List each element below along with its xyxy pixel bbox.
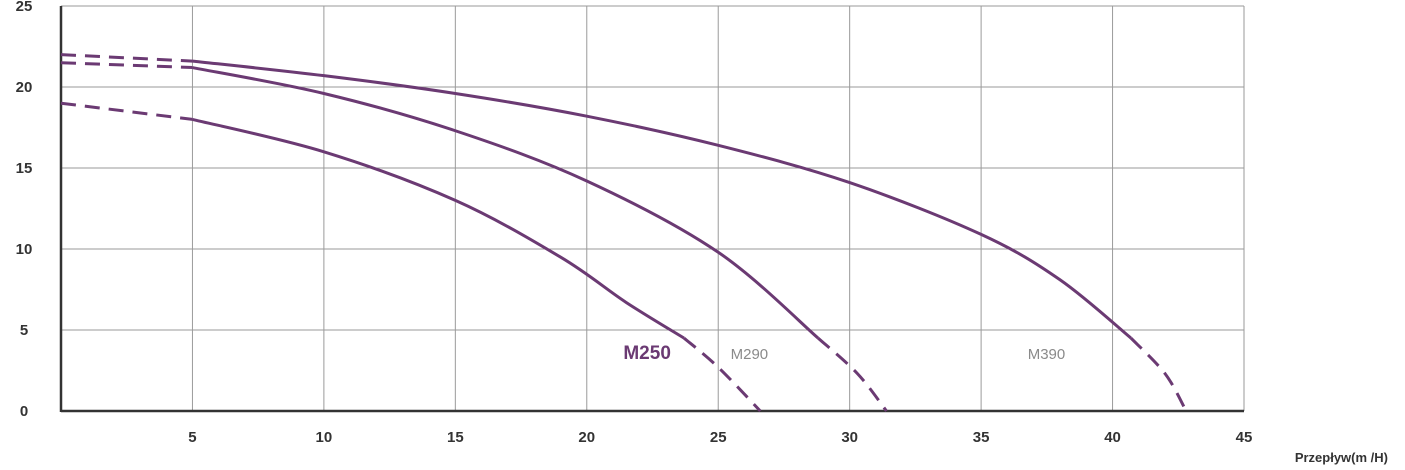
- curve-m250-dashed-start: [60, 101, 193, 121]
- y-tick-label-10: 10: [16, 241, 33, 258]
- curve-m290-dashed-start: [60, 61, 193, 70]
- x-axis-label: Przepływ(m /H): [1295, 450, 1388, 465]
- x-tick-label-10: 10: [316, 429, 333, 446]
- curve-m290-dashed-end: [817, 336, 888, 412]
- y-tick-label-25: 25: [16, 0, 33, 15]
- grid: [61, 5, 1245, 411]
- x-tick-label-15: 15: [447, 429, 464, 446]
- series-labels: M250 M290 M390: [623, 343, 1065, 364]
- y-tick-labels: 0 5 10 15 20 25: [16, 0, 33, 420]
- x-tick-label-45: 45: [1236, 429, 1253, 446]
- series-label-m290: M290: [731, 346, 769, 363]
- x-tick-label-20: 20: [578, 429, 595, 446]
- x-tick-label-5: 5: [188, 429, 196, 446]
- curve-m290-solid: [192, 66, 820, 340]
- y-tick-label-20: 20: [16, 79, 33, 96]
- y-tick-label-15: 15: [16, 160, 33, 177]
- axes: [59, 6, 1244, 413]
- series-label-m390: M390: [1028, 346, 1066, 363]
- x-tick-label-25: 25: [710, 429, 727, 446]
- y-tick-label-5: 5: [20, 322, 28, 339]
- curve-m250-solid: [192, 117, 685, 340]
- x-tick-label-30: 30: [841, 429, 858, 446]
- curve-m390-dashed-end: [1129, 337, 1188, 412]
- series-label-m250: M250: [623, 343, 671, 364]
- series-curves: [60, 53, 1188, 413]
- x-tick-label-35: 35: [973, 429, 990, 446]
- curve-m390-dashed-start: [60, 53, 193, 63]
- curve-m250-dashed-end: [683, 336, 762, 413]
- y-tick-label-0: 0: [20, 403, 28, 420]
- curve-m390-solid: [192, 59, 1132, 340]
- x-tick-label-40: 40: [1104, 429, 1121, 446]
- x-tick-labels: 5 10 15 20 25 30 35 40 45: [188, 429, 1252, 446]
